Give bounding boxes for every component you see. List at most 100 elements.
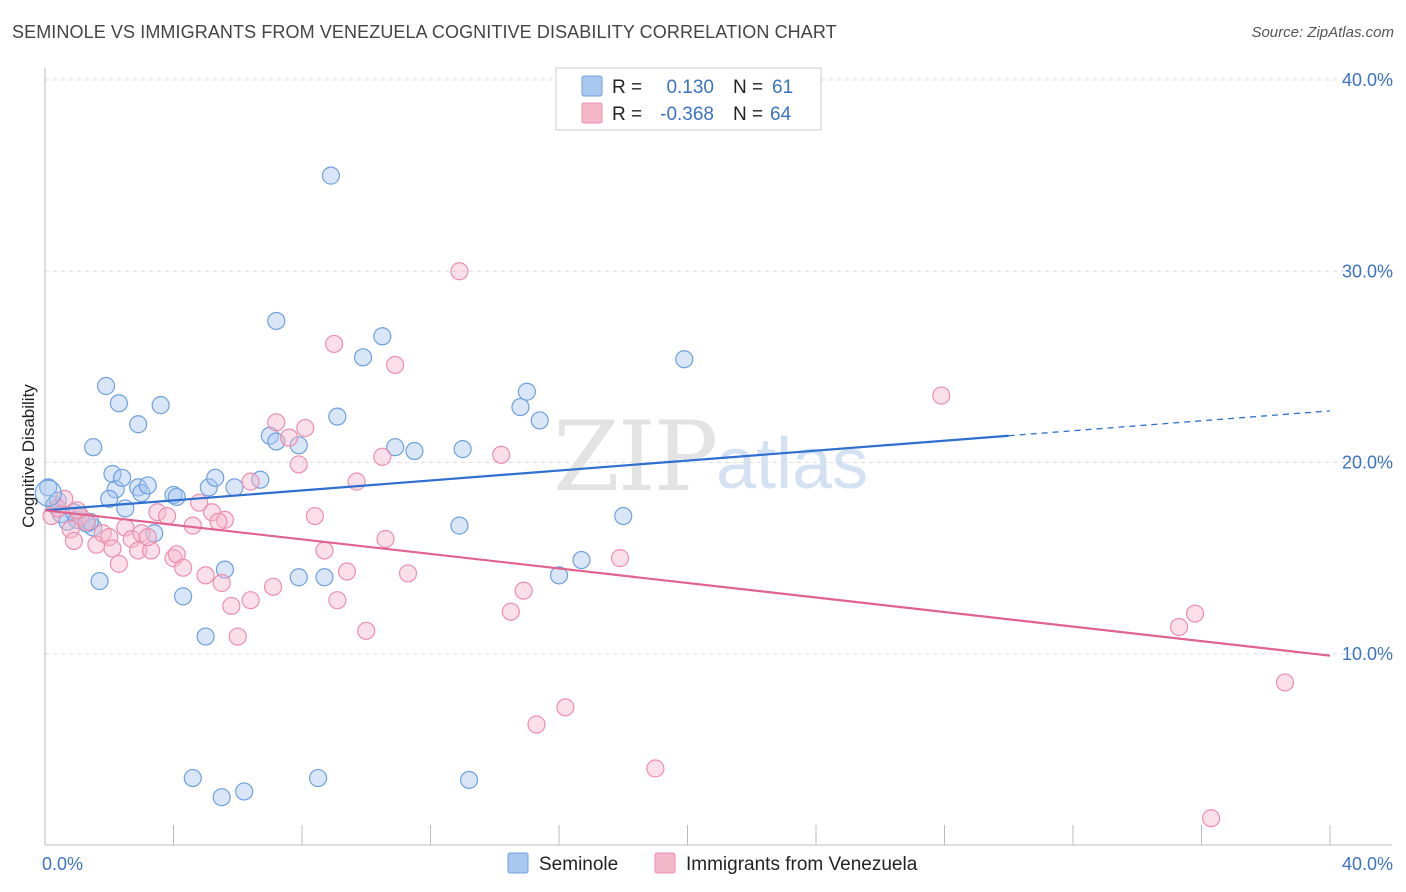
- seminole-point-39: [315, 568, 334, 587]
- bottom-legend-swatch-seminole: [507, 852, 529, 874]
- chart-source: Source: ZipAtlas.com: [1251, 24, 1394, 41]
- seminole-point-42: [353, 348, 373, 367]
- bottom-legend-label-seminole: Seminole: [539, 854, 618, 875]
- venezuela-point-28: [222, 596, 241, 616]
- venezuela-point-53: [610, 549, 630, 568]
- venezuela-point-44: [376, 529, 395, 549]
- venezuela-point-55: [932, 386, 951, 405]
- venezuela-point-46: [398, 564, 418, 583]
- watermark-zip: ZIP: [553, 401, 716, 513]
- seminole-trend-line: [44, 434, 1009, 512]
- venezuela-point-34: [289, 455, 308, 474]
- seminole-point-13: [103, 464, 122, 484]
- seminole-point-50: [517, 382, 536, 401]
- seminole-point-26: [174, 587, 193, 606]
- seminole-point-17: [116, 499, 135, 518]
- seminole-point-59: [100, 489, 119, 508]
- stats-n-label-1: N =: [733, 77, 763, 98]
- watermark: ZIP atlas: [553, 401, 868, 513]
- venezuela-point-31: [263, 577, 283, 596]
- y-axis-label: Cognitive Disability: [19, 384, 38, 528]
- venezuela-point-29: [228, 627, 247, 646]
- venezuela-point-2: [55, 489, 74, 508]
- seminole-point-30: [215, 560, 234, 579]
- seminole-point-47: [453, 440, 472, 459]
- venezuela-point-32: [267, 413, 286, 432]
- y-tick-label-20: 20.0%: [1342, 453, 1393, 473]
- seminole-point-23: [151, 396, 170, 415]
- bottom-legend-swatch-venezuela: [654, 852, 676, 874]
- seminole-point-27: [196, 627, 215, 646]
- stats-r-value-1: 0.130: [666, 77, 714, 98]
- venezuela-point-47: [450, 262, 469, 281]
- watermark-atlas: atlas: [716, 424, 868, 504]
- venezuela-point-11: [109, 554, 128, 573]
- venezuela-point-60: [241, 472, 260, 491]
- venezuela-point-17: [148, 503, 167, 522]
- seminole-point-35: [267, 311, 286, 331]
- seminole-point-28: [199, 478, 218, 497]
- seminole-point-52: [549, 566, 569, 585]
- venezuela-point-3: [61, 520, 80, 539]
- y-tick-labels: 10.0% 20.0% 30.0% 40.0%: [1342, 70, 1393, 664]
- bottom-legend: Seminole Immigrants from Venezuela: [507, 852, 918, 875]
- x-tick-label-left: 0.0%: [42, 854, 83, 874]
- venezuela-point-58: [1202, 809, 1221, 828]
- venezuela-trend-line: [44, 509, 1331, 657]
- venezuela-point-49: [501, 602, 520, 621]
- seminole-point-45: [405, 441, 424, 461]
- venezuela-point-26: [212, 573, 231, 593]
- y-tick-label-10: 10.0%: [1342, 644, 1393, 664]
- gridlines: [45, 77, 1392, 655]
- venezuela-point-39: [328, 591, 347, 610]
- venezuela-point-14: [129, 541, 148, 560]
- seminole-point-10: [84, 438, 103, 457]
- seminole-point-19: [129, 415, 148, 434]
- venezuela-point-36: [305, 506, 324, 526]
- stats-r-label-2: R =: [612, 104, 642, 125]
- venezuela-point-27: [215, 510, 234, 529]
- venezuela-point-62: [68, 501, 87, 520]
- bottom-legend-label-venezuela: Immigrants from Venezuela: [686, 854, 918, 875]
- stats-n-label-2: N =: [733, 104, 763, 125]
- seminole-trend-extension: [1008, 410, 1331, 437]
- chart-title: SEMINOLE VS IMMIGRANTS FROM VENEZUELA CO…: [12, 22, 837, 42]
- seminole-point-large: [34, 479, 62, 507]
- seminole-point-29: [206, 468, 225, 487]
- stats-legend: R = 0.130 N = 61 R = -0.368 N = 64: [555, 67, 822, 131]
- y-tick-label-40: 40.0%: [1342, 70, 1393, 90]
- venezuela-point-40: [337, 562, 357, 581]
- venezuela-point-4: [64, 531, 84, 551]
- stats-legend-swatch-seminole: [581, 75, 603, 97]
- seminole-point-57: [212, 788, 231, 807]
- trend-lines: [44, 410, 1331, 657]
- venezuela-point-61: [138, 527, 157, 547]
- seminole-point-0: [39, 478, 58, 497]
- venezuela-point-54: [646, 759, 665, 778]
- seminole-point-56: [183, 768, 202, 788]
- venezuela-point-50: [514, 581, 533, 600]
- stats-n-value-1: 61: [772, 77, 793, 98]
- venezuela-point-24: [196, 566, 215, 585]
- venezuela-point-45: [386, 355, 405, 375]
- x-tick-label-right: 40.0%: [1342, 854, 1393, 874]
- venezuela-point-9: [100, 527, 119, 547]
- venezuela-point-63: [209, 512, 228, 531]
- venezuela-point-33: [280, 428, 299, 447]
- stats-r-label-1: R =: [612, 77, 642, 98]
- seminole-point-41: [328, 407, 347, 426]
- venezuela-point-48: [492, 445, 511, 464]
- venezuela-point-16: [141, 541, 161, 560]
- seminole-point-53: [572, 550, 591, 570]
- seminole-point-38: [308, 768, 328, 788]
- seminole-point-55: [675, 350, 694, 369]
- seminole-point-25: [167, 487, 186, 507]
- venezuela-point-21: [174, 558, 193, 577]
- venezuela-point-51: [527, 715, 546, 734]
- seminole-point-11: [90, 571, 109, 591]
- y-tick-label-30: 30.0%: [1342, 261, 1393, 281]
- venezuela-point-59: [1275, 673, 1295, 692]
- venezuela-point-56: [1169, 617, 1189, 637]
- venezuela-point-38: [325, 334, 344, 354]
